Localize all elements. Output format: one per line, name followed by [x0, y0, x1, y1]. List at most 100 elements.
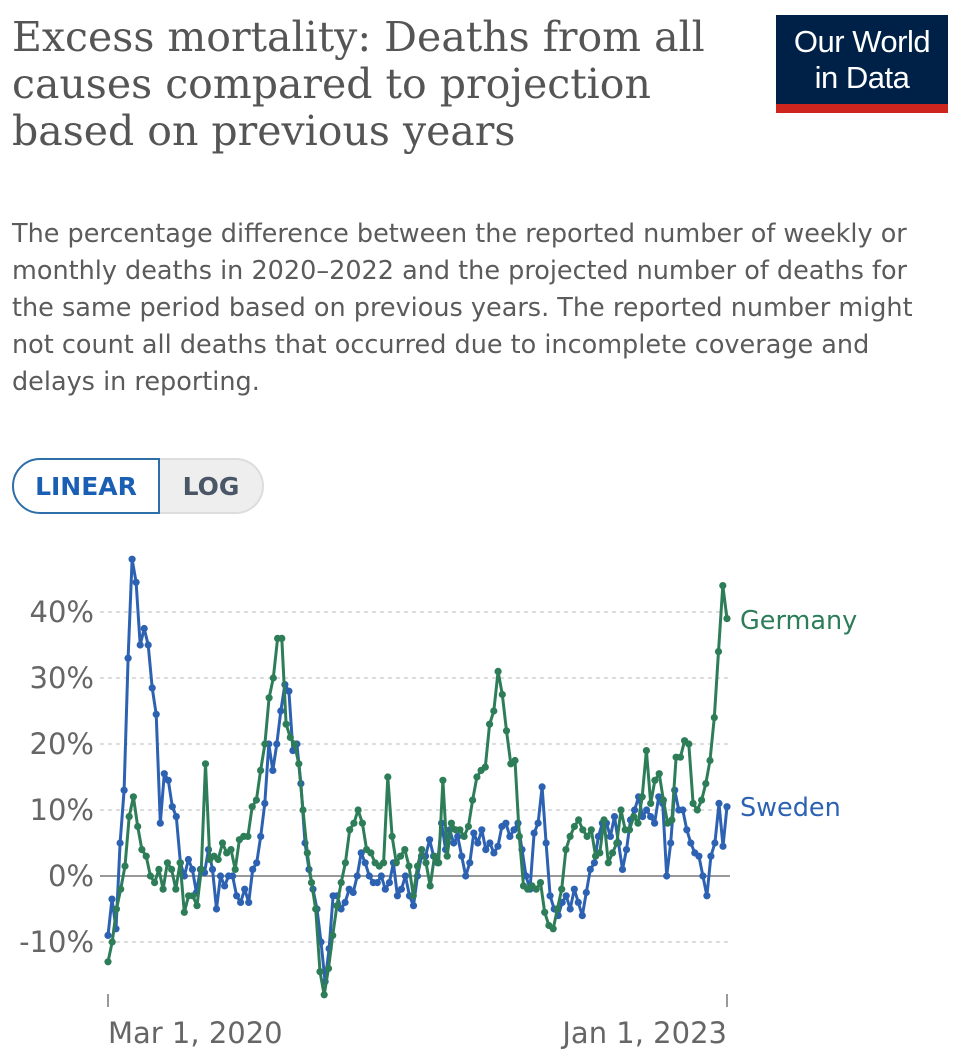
- data-point-germany[interactable]: [180, 908, 188, 916]
- data-point-sweden[interactable]: [566, 905, 574, 913]
- owid-logo[interactable]: Our World in Data: [776, 15, 948, 113]
- data-point-sweden[interactable]: [618, 865, 627, 874]
- data-point-germany[interactable]: [714, 648, 723, 656]
- data-point-sweden[interactable]: [534, 819, 542, 827]
- data-point-germany[interactable]: [129, 793, 137, 801]
- data-point-germany[interactable]: [231, 865, 239, 874]
- data-point-germany[interactable]: [108, 938, 116, 946]
- data-point-germany[interactable]: [218, 839, 227, 847]
- data-point-germany[interactable]: [570, 822, 579, 831]
- data-point-sweden[interactable]: [622, 846, 631, 854]
- data-point-sweden[interactable]: [377, 872, 385, 880]
- data-point-germany[interactable]: [201, 760, 210, 768]
- data-point-germany[interactable]: [422, 859, 430, 867]
- data-point-sweden[interactable]: [221, 882, 229, 890]
- data-point-germany[interactable]: [295, 760, 303, 768]
- data-point-germany[interactable]: [689, 799, 697, 808]
- data-point-germany[interactable]: [244, 832, 252, 841]
- log-scale-button[interactable]: LOG: [160, 458, 264, 514]
- data-point-germany[interactable]: [290, 740, 299, 748]
- data-point-germany[interactable]: [719, 582, 727, 590]
- data-point-sweden[interactable]: [719, 842, 727, 850]
- data-point-germany[interactable]: [172, 885, 180, 893]
- data-point-sweden[interactable]: [462, 872, 470, 880]
- data-point-sweden[interactable]: [570, 885, 578, 893]
- data-point-sweden[interactable]: [212, 905, 221, 913]
- data-point-sweden[interactable]: [478, 826, 486, 834]
- data-point-sweden[interactable]: [373, 879, 381, 887]
- data-point-germany[interactable]: [337, 879, 345, 887]
- data-point-sweden[interactable]: [365, 872, 373, 880]
- data-point-sweden[interactable]: [116, 839, 124, 847]
- data-point-germany[interactable]: [587, 826, 595, 834]
- data-point-germany[interactable]: [608, 849, 617, 857]
- data-point-sweden[interactable]: [108, 895, 116, 903]
- data-point-sweden[interactable]: [426, 836, 434, 844]
- data-point-germany[interactable]: [698, 796, 706, 804]
- data-point-germany[interactable]: [558, 885, 566, 893]
- data-point-germany[interactable]: [710, 714, 718, 722]
- data-point-sweden[interactable]: [590, 859, 599, 867]
- data-point-sweden[interactable]: [663, 872, 671, 880]
- data-point-germany[interactable]: [469, 796, 477, 804]
- data-point-sweden[interactable]: [156, 819, 164, 827]
- data-point-germany[interactable]: [117, 885, 125, 893]
- data-point-germany[interactable]: [248, 803, 256, 811]
- data-point-sweden[interactable]: [562, 892, 570, 900]
- data-point-sweden[interactable]: [245, 898, 253, 907]
- data-point-sweden[interactable]: [257, 832, 265, 841]
- data-point-germany[interactable]: [511, 756, 519, 765]
- data-point-germany[interactable]: [583, 832, 591, 841]
- data-point-sweden[interactable]: [188, 865, 196, 874]
- data-point-germany[interactable]: [252, 796, 260, 804]
- data-point-sweden[interactable]: [140, 624, 148, 633]
- data-point-sweden[interactable]: [381, 885, 389, 893]
- data-point-sweden[interactable]: [261, 799, 269, 808]
- data-point-germany[interactable]: [303, 849, 311, 857]
- data-point-germany[interactable]: [638, 793, 646, 801]
- data-point-germany[interactable]: [312, 905, 320, 913]
- data-point-germany[interactable]: [146, 872, 154, 880]
- data-point-sweden[interactable]: [651, 819, 659, 827]
- data-point-germany[interactable]: [265, 694, 273, 702]
- data-point-germany[interactable]: [350, 819, 358, 827]
- data-point-germany[interactable]: [286, 733, 294, 742]
- data-point-sweden[interactable]: [409, 902, 418, 910]
- data-point-sweden[interactable]: [610, 813, 619, 821]
- data-point-sweden[interactable]: [715, 799, 723, 808]
- series-germany[interactable]: [104, 582, 731, 999]
- data-point-sweden[interactable]: [216, 872, 225, 880]
- data-point-germany[interactable]: [613, 839, 621, 847]
- data-point-germany[interactable]: [706, 756, 714, 765]
- data-point-germany[interactable]: [104, 958, 112, 966]
- data-point-germany[interactable]: [138, 846, 146, 854]
- data-point-sweden[interactable]: [450, 839, 458, 847]
- data-point-sweden[interactable]: [341, 898, 349, 907]
- data-point-sweden[interactable]: [711, 839, 719, 847]
- data-point-sweden[interactable]: [164, 776, 172, 784]
- data-point-sweden[interactable]: [124, 654, 132, 662]
- data-point-germany[interactable]: [566, 832, 574, 841]
- data-point-germany[interactable]: [159, 885, 167, 893]
- data-point-germany[interactable]: [405, 862, 413, 870]
- data-point-germany[interactable]: [532, 885, 540, 893]
- series-line-germany[interactable]: [106, 584, 729, 997]
- data-point-germany[interactable]: [168, 865, 176, 874]
- data-point-germany[interactable]: [409, 892, 417, 900]
- data-point-sweden[interactable]: [229, 872, 237, 880]
- data-point-sweden[interactable]: [510, 826, 518, 834]
- data-point-germany[interactable]: [456, 826, 464, 834]
- data-point-sweden[interactable]: [574, 898, 582, 907]
- data-point-germany[interactable]: [125, 813, 133, 821]
- data-point-sweden[interactable]: [542, 839, 550, 847]
- data-point-sweden[interactable]: [168, 803, 176, 811]
- data-point-germany[interactable]: [278, 634, 286, 643]
- data-point-sweden[interactable]: [695, 852, 703, 860]
- data-point-germany[interactable]: [214, 855, 222, 864]
- data-point-germany[interactable]: [358, 819, 366, 827]
- data-point-sweden[interactable]: [385, 879, 393, 887]
- data-point-germany[interactable]: [693, 806, 701, 814]
- data-point-germany[interactable]: [617, 806, 625, 814]
- data-point-sweden[interactable]: [683, 826, 691, 834]
- data-point-germany[interactable]: [668, 816, 676, 824]
